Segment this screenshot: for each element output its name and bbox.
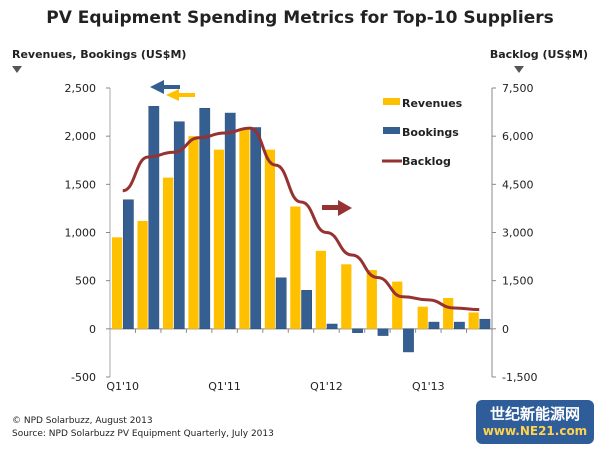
chart-title: PV Equipment Spending Metrics for Top-10…: [46, 8, 554, 28]
right-tick-label: 3,000: [502, 227, 534, 240]
bookings-bar: [148, 106, 160, 330]
watermark-logo: 世纪新能源网 www.NE21.com: [476, 400, 594, 444]
x-tick-label: Q1'13: [412, 380, 445, 393]
watermark-text: 世纪新能源网: [489, 405, 580, 423]
bookings-bar: [173, 121, 185, 330]
legend-swatch-revenues: [383, 98, 400, 105]
bookings-left-arrow-icon: [150, 80, 180, 94]
left-tick-label: 2,000: [65, 130, 97, 143]
revenues-bar: [341, 264, 352, 329]
legend-label-backlog: Backlog: [402, 155, 451, 168]
legend-label-revenues: Revenues: [402, 97, 463, 110]
source-note: Source: NPD Solarbuzz PV Equipment Quart…: [12, 429, 274, 439]
bookings-bar: [403, 328, 414, 353]
legend-swatch-bookings: [383, 127, 400, 134]
copyright-note: © NPD Solarbuzz, August 2013: [12, 416, 153, 426]
right-tick-label: 7,500: [502, 82, 534, 95]
left-tick-label: 0: [89, 323, 96, 336]
revenues-bar: [315, 250, 326, 329]
right-axis-title: Backlog (US$M): [489, 48, 588, 61]
left-axis-marker-icon: [12, 66, 22, 73]
revenues-bar: [264, 149, 276, 329]
left-tick-label: -500: [71, 371, 96, 384]
x-tick-label: Q1'12: [310, 380, 343, 393]
bookings-bar: [479, 318, 491, 330]
backlog-right-arrow-icon: [322, 200, 352, 216]
revenues-bar: [366, 270, 377, 329]
right-axis-marker-icon: [514, 66, 524, 73]
bookings-bar: [122, 199, 134, 330]
bookings-bar: [275, 277, 287, 330]
right-tick-label: 6,000: [502, 130, 534, 143]
left-tick-label: 2,500: [65, 82, 97, 95]
bookings-bar: [428, 321, 440, 330]
left-tick-label: 1,500: [65, 178, 97, 191]
bookings-bar: [250, 127, 262, 330]
left-axis-title: Revenues, Bookings (US$M): [12, 48, 187, 61]
x-tick-label: Q1'10: [106, 380, 139, 393]
bookings-bar: [199, 107, 211, 330]
watermark-url: www.NE21.com: [482, 424, 588, 438]
revenues-bar: [239, 128, 250, 329]
right-tick-label: 4,500: [502, 178, 534, 191]
bookings-bar: [377, 328, 389, 336]
right-tick-label: -1,500: [502, 371, 537, 384]
revenues-bar: [213, 149, 225, 329]
left-tick-label: 500: [75, 275, 96, 288]
revenues-bar: [290, 206, 301, 329]
bookings-bar: [454, 321, 465, 330]
revenues-bar: [112, 237, 123, 329]
bookings-bar: [326, 323, 338, 330]
revenues-bar: [417, 306, 428, 329]
bookings-bar: [301, 290, 312, 330]
legend-label-bookings: Bookings: [402, 126, 459, 139]
revenues-bar: [392, 281, 403, 329]
left-tick-label: 1,000: [65, 227, 97, 240]
right-tick-label: 0: [502, 323, 509, 336]
bookings-bar: [352, 328, 363, 333]
x-tick-label: Q1'11: [208, 380, 241, 393]
backlog-line: [122, 126, 480, 312]
bookings-bar: [224, 112, 236, 330]
right-tick-label: 1,500: [502, 275, 534, 288]
revenues-bar: [162, 177, 174, 329]
revenues-bar: [443, 298, 454, 329]
revenues-left-arrow-icon: [166, 89, 195, 101]
revenues-bar: [188, 136, 199, 329]
revenues-bar: [137, 220, 148, 329]
revenues-bar: [468, 312, 479, 329]
